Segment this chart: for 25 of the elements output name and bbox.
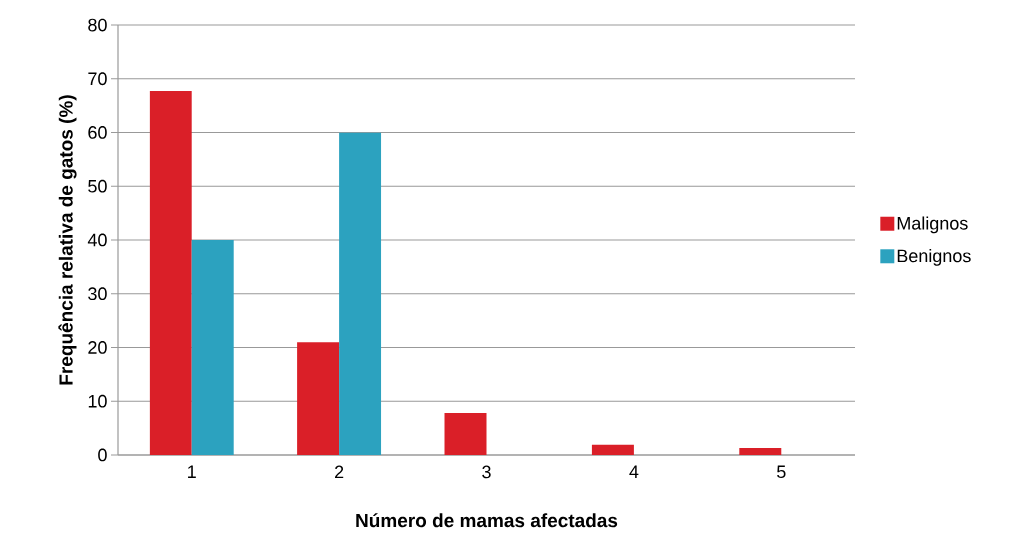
y-tick-label: 10	[88, 394, 107, 408]
y-tick-label: 30	[88, 287, 107, 301]
bar	[444, 413, 487, 455]
y-tick-label: 60	[88, 126, 107, 139]
y-tick-label: 0	[98, 448, 107, 462]
y-tick-label: 20	[88, 341, 107, 354]
x-axis-title: Número de mamas afectadas	[356, 513, 618, 528]
bar	[339, 132, 382, 455]
y-tick-label: 50	[88, 179, 107, 193]
y-tick-label: 40	[87, 233, 107, 247]
x-tick-label: 2	[335, 465, 344, 479]
legend-label: Benignos	[897, 249, 971, 266]
bar	[297, 342, 340, 455]
y-tick-label: 80	[88, 18, 107, 32]
y-tick-label: 70	[88, 72, 107, 86]
y-axis-title: Frequência relativa de gatos (%)	[58, 95, 77, 385]
bar	[191, 240, 234, 455]
bar	[149, 91, 192, 455]
bar	[739, 448, 782, 455]
x-tick-label: 5	[777, 465, 786, 479]
x-tick-label: 4	[629, 465, 639, 478]
x-tick-label: 3	[482, 465, 491, 479]
legend-label: Malignos	[897, 216, 968, 234]
bar	[591, 444, 634, 455]
x-tick-label: 1	[188, 465, 196, 478]
